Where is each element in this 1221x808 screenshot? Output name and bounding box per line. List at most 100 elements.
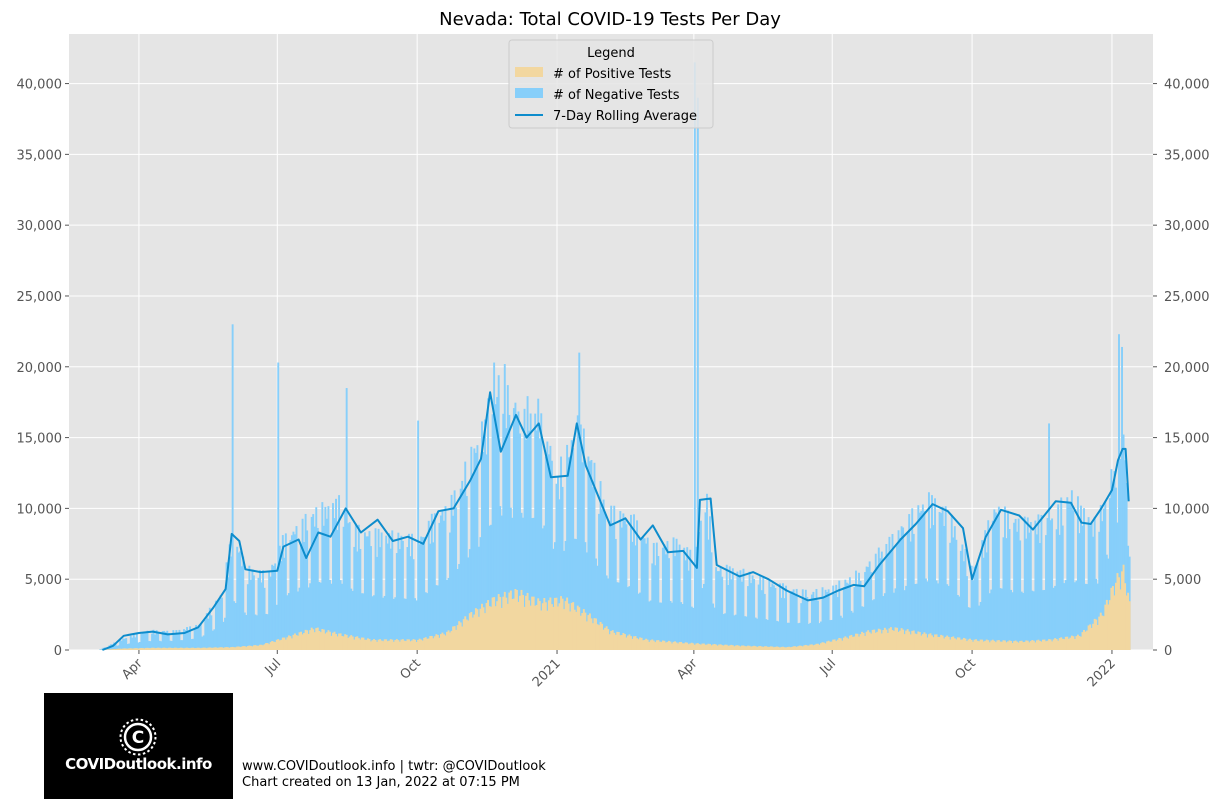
- positive-tests-bar: [601, 623, 604, 650]
- positive-tests-bar: [1096, 625, 1099, 650]
- negative-tests-bar: [652, 542, 655, 650]
- positive-tests-bar: [1046, 640, 1049, 650]
- negative-tests-bar: [737, 576, 740, 650]
- positive-tests-bar: [415, 641, 418, 650]
- positive-tests-bar: [937, 636, 940, 650]
- negative-tests-bar: [829, 620, 832, 650]
- positive-tests-bar: [207, 647, 210, 650]
- negative-tests-bar: [757, 584, 760, 650]
- positive-tests-bar: [1118, 577, 1120, 650]
- negative-tests-bar: [786, 622, 789, 650]
- positive-tests-bar: [640, 637, 643, 650]
- negative-tests-bar: [307, 587, 310, 650]
- positive-tests-bar: [365, 639, 368, 650]
- negative-tests-bar: [456, 568, 459, 650]
- negative-tests-bar: [801, 589, 804, 650]
- positive-tests-bar: [668, 640, 670, 650]
- positive-tests-bar: [160, 648, 163, 650]
- positive-tests-bar: [332, 632, 334, 650]
- positive-tests-bar: [409, 641, 412, 650]
- positive-tests-bar: [608, 634, 611, 650]
- positive-tests-bar: [934, 634, 936, 650]
- positive-tests-bar: [550, 604, 553, 650]
- positive-tests-bar: [459, 622, 462, 650]
- negative-tests-bar: [183, 629, 185, 650]
- positive-tests-bar: [824, 643, 827, 650]
- x-tick-label: 2021: [530, 656, 564, 690]
- positive-tests-bar: [1098, 616, 1101, 650]
- positive-tests-bar: [488, 606, 491, 650]
- negative-tests-bar: [836, 597, 839, 650]
- negative-tests-bar: [753, 579, 756, 650]
- negative-tests-bar: [719, 566, 722, 650]
- negative-tests-bar: [648, 601, 651, 650]
- positive-tests-bar: [733, 646, 736, 650]
- positive-tests-bar: [664, 642, 667, 650]
- positive-tests-bar: [718, 644, 721, 650]
- negative-tests-bar: [546, 441, 549, 650]
- positive-tests-bar: [1075, 636, 1078, 650]
- negative-tests-bar: [508, 414, 511, 650]
- negative-tests-bar: [477, 546, 480, 650]
- x-tick-label: Apr: [674, 656, 701, 683]
- positive-tests-bar: [728, 645, 731, 650]
- positive-tests-bar: [125, 648, 128, 650]
- negative-tests-bar: [389, 548, 392, 650]
- positive-tests-bar: [482, 607, 485, 650]
- positive-tests-bar: [745, 646, 748, 650]
- positive-tests-bar: [295, 635, 298, 650]
- negative-tests-bar: [604, 511, 607, 650]
- negative-tests-bar: [540, 413, 543, 650]
- positive-tests-bar: [122, 648, 125, 650]
- negative-tests-bar: [953, 526, 956, 650]
- positive-tests-bar: [552, 606, 555, 650]
- positive-tests-bar: [205, 648, 208, 650]
- positive-tests-bar: [731, 645, 734, 650]
- positive-tests-bar: [549, 597, 552, 650]
- negative-tests-bar: [823, 596, 826, 650]
- positive-tests-bar: [389, 639, 392, 650]
- positive-tests-bar: [859, 634, 862, 650]
- negative-tests-bar: [809, 622, 812, 650]
- negative-tests-bar: [543, 525, 546, 650]
- positive-tests-bar: [753, 645, 756, 650]
- negative-tests-bar: [377, 528, 380, 650]
- negative-tests-bar: [911, 508, 914, 650]
- positive-tests-bar: [841, 640, 844, 650]
- negative-tests-bar: [775, 620, 778, 650]
- negative-tests-bar: [927, 492, 930, 650]
- positive-tests-bar: [1031, 640, 1034, 650]
- y-tick-label: 35,000: [17, 148, 63, 163]
- positive-tests-bar: [690, 642, 693, 650]
- negative-tests-bar: [120, 640, 123, 650]
- positive-tests-bar: [990, 640, 993, 650]
- negative-tests-bar: [382, 597, 385, 650]
- positive-tests-bar: [689, 643, 692, 650]
- positive-tests-bar: [313, 632, 316, 650]
- positive-tests-bar: [359, 639, 362, 650]
- negative-tests-bar: [228, 544, 231, 650]
- positive-tests-bar: [471, 617, 474, 650]
- negative-tests-bar: [386, 543, 389, 650]
- negative-tests-bar: [576, 415, 579, 650]
- positive-tests-bar: [680, 641, 683, 650]
- negative-tests-bar: [979, 601, 982, 650]
- y-tick-label-right: 40,000: [1164, 78, 1210, 93]
- negative-tests-bar: [696, 97, 699, 651]
- positive-tests-bar: [573, 609, 576, 650]
- negative-tests-bar: [351, 590, 354, 650]
- negative-tests-bar: [1063, 583, 1066, 650]
- positive-tests-bar: [523, 606, 526, 650]
- negative-tests-bar: [263, 587, 266, 650]
- negative-tests-bar: [666, 541, 669, 650]
- positive-tests-bar: [172, 648, 175, 650]
- negative-tests-bar: [234, 602, 237, 650]
- negative-tests-bar: [952, 537, 955, 650]
- negative-tests-bar: [325, 518, 328, 650]
- negative-tests-bar: [847, 583, 850, 650]
- negative-tests-bar: [249, 579, 252, 650]
- negative-tests-bar: [882, 596, 885, 650]
- negative-tests-bar: [512, 408, 515, 650]
- negative-tests-bar: [835, 584, 838, 650]
- positive-tests-bar: [438, 637, 441, 650]
